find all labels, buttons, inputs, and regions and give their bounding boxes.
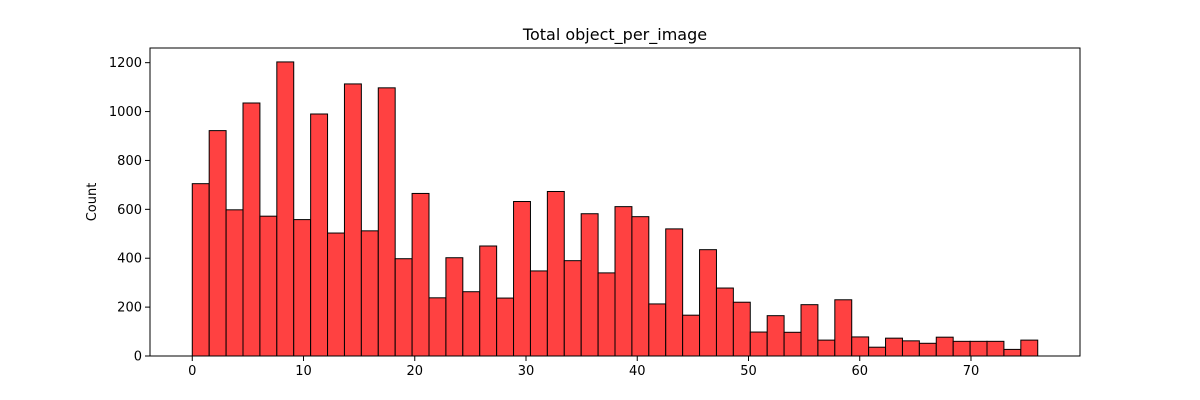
histogram-bar bbox=[513, 201, 531, 357]
x-tick-label: 50 bbox=[740, 364, 757, 379]
histogram-bar bbox=[969, 340, 988, 357]
histogram-bar bbox=[496, 297, 515, 357]
histogram-bar bbox=[310, 113, 329, 357]
plot-frame bbox=[149, 47, 1081, 357]
histogram-bar bbox=[851, 336, 870, 357]
bars-group bbox=[191, 61, 1039, 357]
histogram-bar bbox=[749, 331, 768, 357]
histogram-bar bbox=[327, 232, 345, 357]
histogram-bar bbox=[918, 342, 937, 357]
x-tick-label: 60 bbox=[851, 364, 868, 379]
histogram-bar bbox=[529, 270, 548, 357]
histogram-bar bbox=[732, 301, 751, 357]
y-tick-label: 0 bbox=[134, 350, 142, 365]
histogram-bar bbox=[411, 192, 430, 357]
x-tick-label: 30 bbox=[518, 364, 535, 379]
histogram-bar bbox=[242, 102, 261, 357]
chart-title: Total object_per_image bbox=[522, 25, 707, 45]
histogram-bar bbox=[766, 315, 785, 357]
x-axis-ticks: 0 10 20 30 40 50 60 70 bbox=[188, 356, 979, 379]
histogram-bar bbox=[817, 339, 836, 357]
histogram-bar bbox=[648, 303, 667, 357]
histogram-bar bbox=[546, 190, 565, 357]
histogram-bar bbox=[1020, 339, 1039, 357]
x-tick-label: 40 bbox=[629, 364, 646, 379]
histogram-bar bbox=[394, 258, 413, 357]
y-tick-label: 200 bbox=[117, 301, 142, 316]
y-tick-label: 600 bbox=[117, 203, 142, 218]
histogram-bar bbox=[580, 213, 599, 357]
histogram-bar bbox=[1003, 348, 1022, 357]
y-tick-label: 800 bbox=[117, 154, 142, 169]
histogram-bar bbox=[665, 228, 684, 357]
histogram-bar bbox=[479, 245, 498, 357]
histogram-bar bbox=[935, 336, 954, 357]
histogram-bar bbox=[699, 249, 717, 357]
histogram-bar bbox=[597, 272, 616, 357]
y-axis-label: Count bbox=[85, 183, 100, 222]
histogram-bar bbox=[360, 230, 379, 357]
histogram-bar bbox=[462, 291, 481, 357]
x-tick-label: 70 bbox=[963, 364, 980, 379]
histogram-bar bbox=[682, 314, 701, 357]
x-tick-label: 20 bbox=[406, 364, 423, 379]
y-tick-label: 1000 bbox=[109, 105, 142, 120]
histogram-bar bbox=[885, 337, 903, 357]
x-tick-label: 0 bbox=[188, 364, 196, 379]
histogram-bar bbox=[428, 297, 447, 357]
histogram-bar bbox=[715, 287, 734, 357]
histogram-bar bbox=[901, 340, 920, 357]
histogram-bar bbox=[191, 183, 210, 357]
histogram-bar bbox=[834, 299, 853, 357]
y-axis-ticks: 0 200 400 600 800 1000 1200 bbox=[109, 56, 150, 365]
histogram-bar bbox=[276, 61, 295, 357]
histogram-bar bbox=[631, 216, 650, 357]
histogram-bar bbox=[343, 83, 362, 357]
histogram-bar bbox=[445, 257, 464, 357]
histogram-bar bbox=[614, 206, 633, 357]
histogram-bar bbox=[225, 209, 244, 357]
histogram-bar bbox=[783, 331, 802, 357]
histogram-bar bbox=[986, 340, 1005, 357]
histogram-bar bbox=[259, 215, 278, 357]
histogram-bar bbox=[952, 340, 971, 357]
histogram-bar bbox=[208, 130, 227, 357]
histogram-bar bbox=[377, 87, 396, 357]
histogram-bar bbox=[293, 219, 312, 357]
y-tick-label: 400 bbox=[117, 252, 142, 267]
y-tick-label: 1200 bbox=[109, 56, 142, 71]
histogram-bar bbox=[868, 346, 887, 357]
histogram-bar bbox=[563, 260, 582, 357]
histogram-bar bbox=[800, 304, 819, 357]
x-tick-label: 10 bbox=[295, 364, 312, 379]
